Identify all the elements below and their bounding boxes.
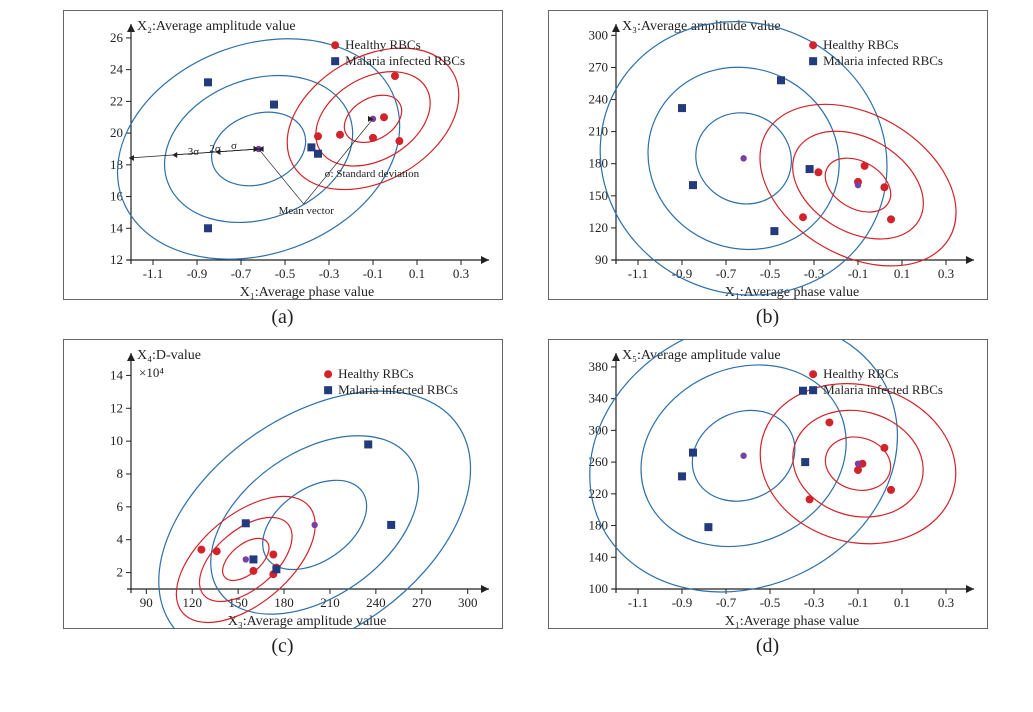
svg-text:100: 100 xyxy=(588,581,608,596)
svg-text:X₃:Average amplitude value: X₃:Average amplitude value xyxy=(227,614,386,629)
svg-text:380: 380 xyxy=(588,359,608,374)
svg-text:-0.5: -0.5 xyxy=(274,266,295,281)
svg-text:X₁:Average phase value: X₁:Average phase value xyxy=(239,285,373,300)
svg-text:240: 240 xyxy=(366,595,386,610)
svg-text:300: 300 xyxy=(457,595,477,610)
svg-text:-0.1: -0.1 xyxy=(362,266,383,281)
svg-text:10: 10 xyxy=(110,433,123,448)
svg-text:-0.7: -0.7 xyxy=(715,266,736,281)
svg-text:-0.7: -0.7 xyxy=(230,266,251,281)
svg-text:-1.1: -1.1 xyxy=(142,266,163,281)
chart-d: -1.1-0.9-0.7-0.5-0.3-0.10.10.31001401802… xyxy=(548,339,988,629)
svg-text:-0.5: -0.5 xyxy=(759,266,780,281)
svg-text:0.3: 0.3 xyxy=(937,595,953,610)
svg-text:-0.3: -0.3 xyxy=(803,266,824,281)
svg-text:0.3: 0.3 xyxy=(452,266,468,281)
svg-text:8: 8 xyxy=(116,466,123,481)
svg-text:270: 270 xyxy=(412,595,432,610)
svg-text:-0.5: -0.5 xyxy=(759,595,780,610)
caption-a: (a) xyxy=(271,306,293,329)
panel-grid: -1.1-0.9-0.7-0.5-0.3-0.10.10.31214161820… xyxy=(60,10,990,658)
panel-b: -1.1-0.9-0.7-0.5-0.3-0.10.10.39012015018… xyxy=(545,10,990,329)
svg-text:180: 180 xyxy=(274,595,294,610)
svg-text:300: 300 xyxy=(588,27,608,42)
svg-text:20: 20 xyxy=(110,125,123,140)
svg-text:X₂:Average amplitude value: X₂:Average amplitude value xyxy=(137,19,296,34)
caption-d: (d) xyxy=(756,635,779,658)
svg-text:14: 14 xyxy=(110,367,124,382)
svg-text:σ: Standard deviation: σ: Standard deviation xyxy=(324,168,419,180)
svg-text:180: 180 xyxy=(588,156,608,171)
svg-text:-0.3: -0.3 xyxy=(803,595,824,610)
chart-b: -1.1-0.9-0.7-0.5-0.3-0.10.10.39012015018… xyxy=(548,10,988,300)
svg-text:150: 150 xyxy=(588,188,608,203)
svg-text:210: 210 xyxy=(588,124,608,139)
svg-text:X₁:Average phase value: X₁:Average phase value xyxy=(724,285,858,300)
svg-text:Healthy RBCs: Healthy RBCs xyxy=(823,366,898,381)
svg-text:Malaria infected RBCs: Malaria infected RBCs xyxy=(338,382,458,397)
svg-text:-0.1: -0.1 xyxy=(847,266,868,281)
svg-text:0.3: 0.3 xyxy=(937,266,953,281)
svg-text:24: 24 xyxy=(110,62,124,77)
svg-text:120: 120 xyxy=(182,595,202,610)
svg-text:-0.3: -0.3 xyxy=(318,266,339,281)
svg-text:-0.7: -0.7 xyxy=(715,595,736,610)
svg-text:3σ: 3σ xyxy=(187,146,199,158)
svg-text:340: 340 xyxy=(588,391,608,406)
panel-d: -1.1-0.9-0.7-0.5-0.3-0.10.10.31001401802… xyxy=(545,339,990,658)
svg-text:X₄:D-value: X₄:D-value xyxy=(137,348,201,363)
svg-text:Mean vector: Mean vector xyxy=(278,205,334,217)
svg-text:270: 270 xyxy=(588,59,608,74)
svg-text:Malaria infected RBCs: Malaria infected RBCs xyxy=(345,53,465,68)
svg-text:X₁:Average phase value: X₁:Average phase value xyxy=(724,614,858,629)
caption-c: (c) xyxy=(271,635,293,658)
svg-text:-0.9: -0.9 xyxy=(186,266,207,281)
svg-text:22: 22 xyxy=(110,93,123,108)
svg-text:12: 12 xyxy=(110,400,123,415)
svg-text:140: 140 xyxy=(588,549,608,564)
svg-text:90: 90 xyxy=(595,252,608,267)
svg-text:Healthy RBCs: Healthy RBCs xyxy=(345,37,420,52)
panel-c: 901201501802102402703002468101214×10⁴X₄:… xyxy=(60,339,505,658)
svg-text:2σ: 2σ xyxy=(209,143,221,155)
svg-text:Healthy RBCs: Healthy RBCs xyxy=(338,366,413,381)
svg-text:2: 2 xyxy=(116,565,123,580)
svg-text:-0.1: -0.1 xyxy=(847,595,868,610)
svg-text:26: 26 xyxy=(110,30,124,45)
caption-b: (b) xyxy=(756,306,779,329)
svg-text:X₃:Average amplitude value: X₃:Average amplitude value xyxy=(622,19,781,34)
svg-text:X₅:Average amplitude value: X₅:Average amplitude value xyxy=(622,348,781,363)
svg-text:18: 18 xyxy=(110,157,123,172)
svg-text:240: 240 xyxy=(588,92,608,107)
chart-a: -1.1-0.9-0.7-0.5-0.3-0.10.10.31214161820… xyxy=(63,10,503,300)
svg-text:-1.1: -1.1 xyxy=(627,266,648,281)
svg-text:-0.9: -0.9 xyxy=(671,595,692,610)
svg-text:6: 6 xyxy=(116,499,123,514)
svg-text:4: 4 xyxy=(116,532,123,547)
chart-c: 901201501802102402703002468101214×10⁴X₄:… xyxy=(63,339,503,629)
svg-text:0.1: 0.1 xyxy=(893,595,909,610)
svg-text:×10⁴: ×10⁴ xyxy=(139,365,164,380)
svg-text:120: 120 xyxy=(588,220,608,235)
svg-text:Malaria infected RBCs: Malaria infected RBCs xyxy=(823,53,943,68)
panel-a: -1.1-0.9-0.7-0.5-0.3-0.10.10.31214161820… xyxy=(60,10,505,329)
svg-text:14: 14 xyxy=(110,220,124,235)
svg-text:Malaria infected RBCs: Malaria infected RBCs xyxy=(823,382,943,397)
svg-text:Healthy RBCs: Healthy RBCs xyxy=(823,37,898,52)
svg-text:-1.1: -1.1 xyxy=(627,595,648,610)
svg-text:90: 90 xyxy=(139,595,152,610)
svg-text:12: 12 xyxy=(110,252,123,267)
svg-text:0.1: 0.1 xyxy=(408,266,424,281)
svg-text:0.1: 0.1 xyxy=(893,266,909,281)
